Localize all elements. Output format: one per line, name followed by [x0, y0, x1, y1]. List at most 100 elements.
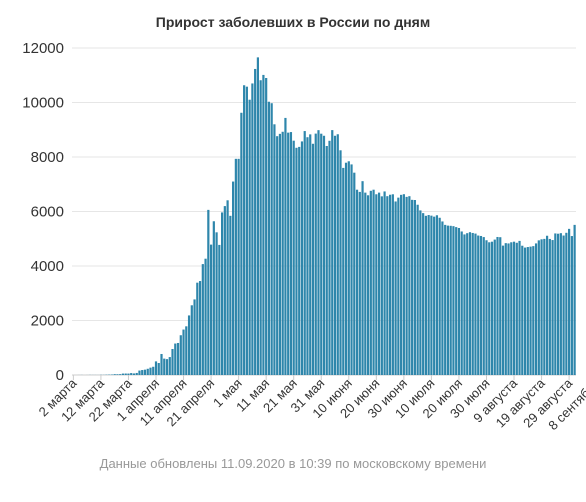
bar[interactable] [435, 215, 439, 375]
bar[interactable] [496, 236, 499, 375]
bar[interactable] [413, 200, 416, 375]
bar[interactable] [551, 240, 554, 375]
bar[interactable] [309, 134, 312, 375]
bar[interactable] [292, 140, 295, 375]
bar[interactable] [132, 373, 136, 375]
bar[interactable] [146, 368, 149, 375]
bar[interactable] [347, 161, 350, 375]
bar[interactable] [190, 305, 193, 375]
bar[interactable] [394, 201, 397, 375]
bar[interactable] [163, 358, 166, 375]
bar[interactable] [135, 372, 138, 375]
bar[interactable] [474, 233, 477, 375]
bar[interactable] [380, 196, 383, 375]
bar[interactable] [154, 361, 158, 376]
bar[interactable] [185, 326, 188, 375]
bar[interactable] [149, 367, 152, 375]
bar[interactable] [557, 233, 560, 375]
bar[interactable] [507, 243, 510, 375]
bar[interactable] [160, 353, 163, 375]
bar[interactable] [342, 167, 345, 375]
bar[interactable] [568, 228, 571, 375]
bar[interactable] [460, 231, 463, 375]
bar[interactable] [570, 236, 573, 375]
bar[interactable] [262, 74, 265, 376]
bar[interactable] [234, 158, 237, 375]
bar[interactable] [240, 112, 243, 376]
bar[interactable] [179, 335, 182, 375]
bar[interactable] [212, 221, 215, 375]
bar[interactable] [223, 206, 226, 375]
bar[interactable] [265, 78, 268, 375]
bar[interactable] [479, 235, 483, 375]
bar[interactable] [358, 191, 361, 375]
bar[interactable] [452, 226, 455, 375]
bar[interactable] [141, 370, 144, 375]
bar[interactable] [174, 343, 177, 375]
bar[interactable] [209, 244, 213, 375]
bar[interactable] [523, 247, 527, 375]
bar[interactable] [152, 366, 155, 375]
bar[interactable] [270, 103, 273, 376]
bar[interactable] [419, 210, 422, 375]
bar[interactable] [543, 238, 546, 375]
bar[interactable] [573, 224, 576, 375]
bar[interactable] [284, 117, 287, 376]
bar[interactable] [215, 232, 218, 375]
bar[interactable] [545, 235, 549, 375]
bar[interactable] [303, 131, 306, 375]
bar[interactable] [391, 194, 394, 375]
bar[interactable] [273, 124, 276, 375]
bar[interactable] [411, 199, 414, 375]
bar[interactable] [121, 373, 125, 375]
bar[interactable] [124, 373, 127, 375]
bar[interactable] [287, 132, 290, 375]
bar[interactable] [504, 243, 507, 375]
bar[interactable] [259, 80, 262, 376]
bar[interactable] [300, 141, 304, 375]
bar[interactable] [328, 140, 331, 375]
bar[interactable] [416, 204, 419, 375]
bar[interactable] [526, 247, 529, 375]
bar[interactable] [267, 101, 271, 376]
bar[interactable] [422, 213, 425, 375]
bar[interactable] [165, 359, 169, 375]
bar[interactable] [196, 282, 199, 375]
bar[interactable] [278, 133, 282, 375]
bar[interactable] [207, 209, 210, 375]
bar[interactable] [537, 240, 540, 375]
bar[interactable] [521, 245, 524, 375]
bar[interactable] [510, 242, 513, 375]
bar[interactable] [427, 215, 430, 375]
bar[interactable] [490, 241, 494, 375]
bar[interactable] [232, 181, 235, 375]
bar[interactable] [397, 197, 400, 375]
bar[interactable] [355, 189, 359, 375]
bar[interactable] [372, 189, 375, 375]
bar[interactable] [468, 232, 472, 375]
bar[interactable] [311, 143, 315, 375]
bar[interactable] [295, 147, 298, 375]
bar[interactable] [377, 192, 381, 375]
bar[interactable] [119, 374, 122, 375]
bar[interactable] [187, 315, 191, 375]
bar[interactable] [281, 131, 284, 375]
bar[interactable] [364, 192, 367, 375]
bar[interactable] [333, 135, 337, 375]
bar[interactable] [254, 68, 257, 376]
bar[interactable] [176, 342, 180, 375]
bar[interactable] [449, 225, 452, 375]
bar[interactable] [289, 132, 293, 375]
bar[interactable] [518, 240, 521, 375]
bar[interactable] [466, 233, 469, 375]
bar[interactable] [204, 258, 207, 375]
bar[interactable] [482, 237, 485, 375]
bar[interactable] [532, 246, 535, 375]
bar[interactable] [193, 299, 196, 375]
bar[interactable] [400, 194, 403, 375]
bar[interactable] [251, 83, 254, 375]
bar[interactable] [226, 200, 229, 375]
bar[interactable] [322, 135, 326, 375]
bar[interactable] [457, 227, 461, 375]
bar[interactable] [471, 232, 474, 375]
